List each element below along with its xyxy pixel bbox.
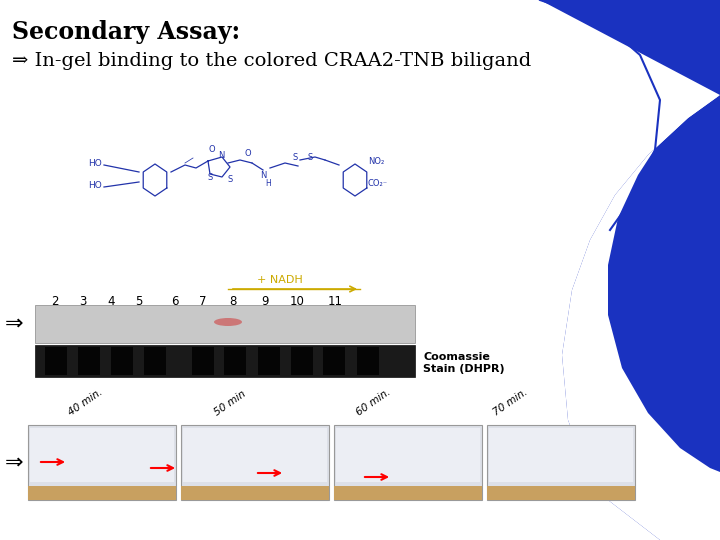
Bar — [258, 347, 280, 375]
Bar — [323, 347, 345, 375]
Bar — [111, 347, 133, 375]
Text: 8: 8 — [229, 295, 237, 308]
Text: 11: 11 — [328, 295, 343, 308]
Text: S: S — [292, 152, 297, 161]
Text: O: O — [209, 145, 215, 154]
Bar — [334, 425, 482, 500]
Bar — [487, 425, 635, 500]
Text: 2: 2 — [51, 295, 59, 308]
Bar — [489, 428, 633, 482]
Text: H: H — [265, 179, 271, 187]
Text: CO₂⁻: CO₂⁻ — [368, 179, 388, 187]
Text: 3: 3 — [79, 295, 86, 308]
Bar — [181, 486, 329, 500]
Bar — [183, 428, 327, 482]
Bar — [334, 486, 482, 500]
Text: 4: 4 — [107, 295, 114, 308]
Bar — [28, 425, 176, 500]
Bar — [224, 347, 246, 375]
Text: ⇒: ⇒ — [5, 453, 24, 472]
Text: NO₂: NO₂ — [368, 158, 384, 166]
Text: HO: HO — [88, 180, 102, 190]
Bar — [336, 428, 480, 482]
Bar — [192, 347, 214, 375]
Bar — [144, 347, 166, 375]
Text: 10: 10 — [289, 295, 305, 308]
Text: S: S — [207, 172, 212, 181]
Bar — [487, 486, 635, 500]
Text: N: N — [260, 171, 266, 179]
Bar — [181, 425, 329, 500]
Text: 40 min.: 40 min. — [66, 387, 104, 418]
Text: HO: HO — [88, 159, 102, 167]
Text: 50 min: 50 min — [212, 389, 248, 418]
Text: + NADH: + NADH — [257, 275, 303, 285]
Text: N: N — [218, 151, 224, 159]
Text: Secondary Assay:: Secondary Assay: — [12, 20, 240, 44]
Bar — [30, 428, 174, 482]
Text: S: S — [307, 152, 312, 161]
Text: O: O — [245, 148, 251, 158]
Text: ⇒ In-gel binding to the colored CRAA2-TNB biligand: ⇒ In-gel binding to the colored CRAA2-TN… — [12, 52, 531, 70]
Text: 7: 7 — [199, 295, 207, 308]
Text: 5: 5 — [135, 295, 143, 308]
Text: 60 min.: 60 min. — [354, 387, 392, 418]
Text: Coomassie
Stain (DHPR): Coomassie Stain (DHPR) — [423, 352, 505, 374]
Bar — [35, 305, 415, 343]
Bar — [291, 347, 313, 375]
Polygon shape — [562, 95, 720, 540]
Bar — [45, 347, 67, 375]
Ellipse shape — [214, 318, 242, 326]
Bar — [357, 347, 379, 375]
Text: 9: 9 — [261, 295, 269, 308]
Bar — [78, 347, 100, 375]
Polygon shape — [540, 0, 720, 540]
Text: S: S — [228, 176, 233, 185]
Bar — [35, 345, 415, 377]
Text: 70 min.: 70 min. — [491, 387, 529, 418]
Text: ⇒: ⇒ — [5, 314, 24, 334]
Bar — [28, 486, 176, 500]
Text: 6: 6 — [171, 295, 179, 308]
